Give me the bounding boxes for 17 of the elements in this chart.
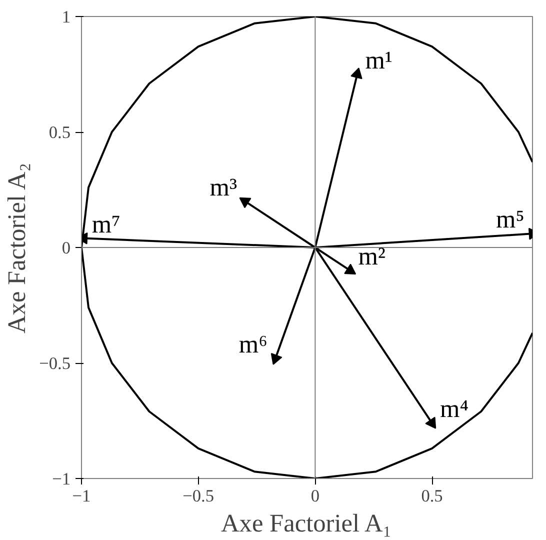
y-tick-label: −1 [52,470,70,488]
y-axis-title: Axe Factoriel A₂ [3,162,32,334]
data-label: m⁶ [238,330,268,358]
x-tick-label: 0 [310,486,320,506]
data-label: m⁴ [440,395,469,424]
data-label: m⁷ [92,210,120,238]
data-label: m³ [210,173,238,202]
x-tick-label: −0.5 [182,486,214,506]
data-label: m² [358,242,386,271]
y-tick-label: 1 [62,8,71,26]
y-tick-label: 0.5 [48,123,71,142]
x-tick-label: 0.5 [421,486,443,506]
data-label: m⁵ [496,206,524,234]
x-axis-title: Axe Factoriel A₁ [221,510,392,538]
y-tick-label: −0.5 [39,354,71,373]
data-label: m¹ [365,46,393,74]
y-tick-label: 0 [62,238,71,258]
